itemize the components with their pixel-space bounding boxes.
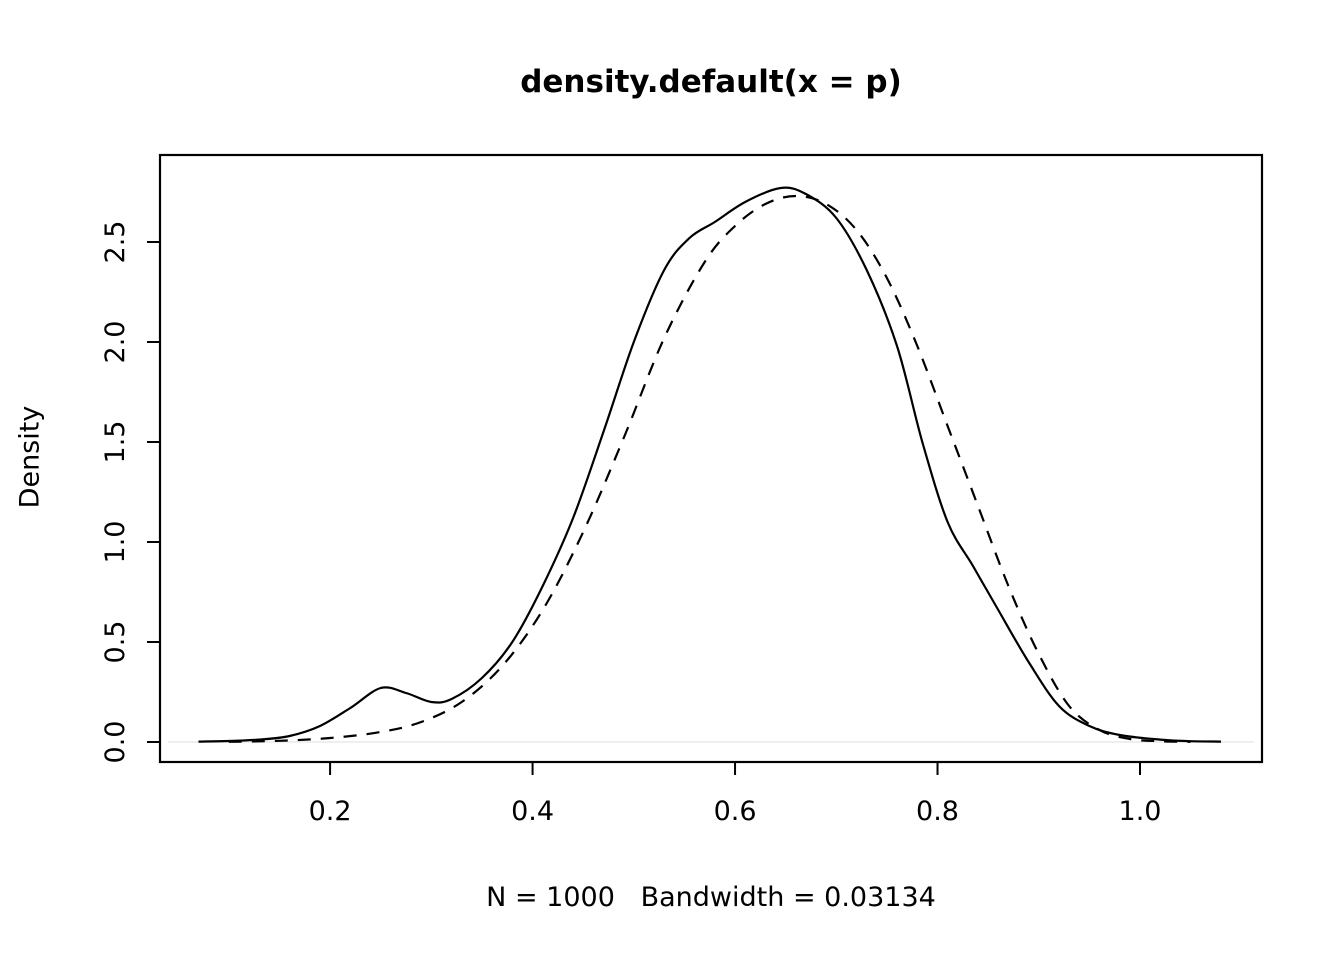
kernel-density-estimate-curve — [198, 186, 1222, 743]
chart-title: density.default(x = p) — [520, 64, 902, 100]
y-tick-label: 0.0 — [100, 721, 131, 764]
x-axis-label: N = 1000 Bandwidth = 0.03134 — [486, 882, 936, 913]
y-tick-label: 0.5 — [100, 621, 131, 664]
y-tick-label: 2.0 — [100, 321, 131, 364]
y-tick-label: 1.0 — [100, 521, 131, 564]
x-tick-label: 1.0 — [1119, 796, 1162, 827]
x-tick-label: 0.4 — [511, 796, 554, 827]
y-tick-label: 1.5 — [100, 421, 131, 464]
x-tick-label: 0.2 — [309, 796, 352, 827]
y-tick-label: 2.5 — [100, 221, 131, 264]
dashed-reference-curve-curve — [228, 194, 1191, 743]
x-tick-label: 0.6 — [714, 796, 757, 827]
plot-frame — [158, 153, 1264, 764]
x-tick-label: 0.8 — [916, 796, 959, 827]
